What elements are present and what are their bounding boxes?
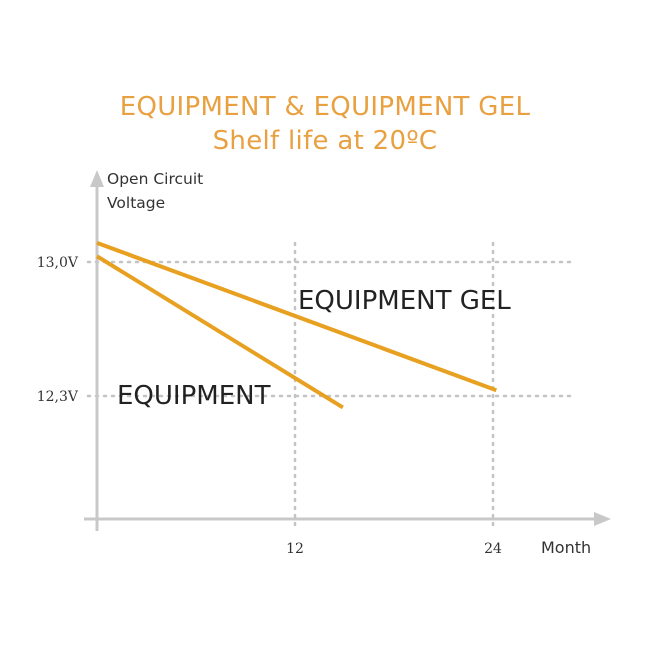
y-axis-arrow xyxy=(90,170,104,187)
y-tick-label-1: 12,3V xyxy=(37,389,79,405)
series-line-equipment xyxy=(95,254,344,410)
series-label-equipment-gel: EQUIPMENT GEL xyxy=(298,286,511,316)
grid-lines xyxy=(86,241,574,532)
y-tick-label-0: 13,0V xyxy=(37,255,79,271)
x-axis-label: Month xyxy=(541,538,591,557)
series-line-equipment-gel xyxy=(96,240,497,393)
chart-title: EQUIPMENT & EQUIPMENT GEL xyxy=(119,92,531,122)
chart-subtitle: Shelf life at 20ºC xyxy=(212,126,438,156)
series-label-equipment: EQUIPMENT xyxy=(117,381,271,411)
x-tick-label-0: 12 xyxy=(286,541,304,557)
y-axis-label-line-2: Voltage xyxy=(107,194,166,212)
x-tick-label-1: 24 xyxy=(484,541,502,557)
axes xyxy=(84,170,611,531)
x-axis-arrow xyxy=(594,512,611,526)
y-axis-label-line-1: Open Circuit xyxy=(107,170,204,188)
